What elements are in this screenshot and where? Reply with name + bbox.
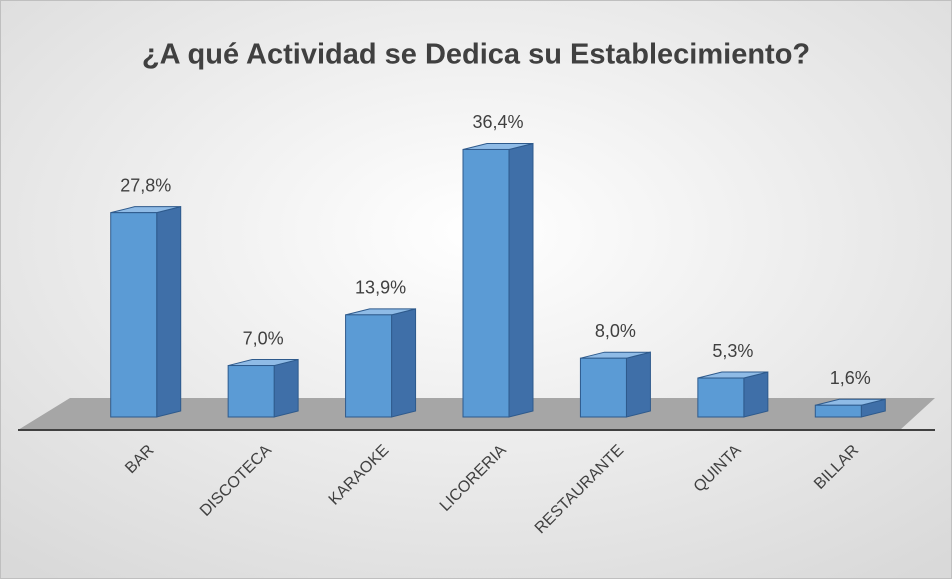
chart-title: ¿A qué Actividad se Dedica su Establecim…: [142, 39, 810, 71]
bar-side: [743, 371, 769, 418]
data-label: 13,9%: [355, 278, 406, 298]
data-label: 27,8%: [120, 175, 171, 195]
bar: [697, 377, 745, 418]
bar-side: [625, 351, 651, 418]
bar: [110, 212, 158, 418]
data-label: 36,4%: [472, 112, 523, 132]
bar-side: [156, 206, 182, 418]
data-label: 1,6%: [830, 368, 871, 388]
bar: [462, 148, 510, 418]
data-label: 8,0%: [595, 321, 636, 341]
bar: [227, 365, 275, 418]
bar: [814, 404, 862, 418]
bar: [345, 314, 393, 418]
bar-side: [273, 358, 299, 418]
bar-side: [508, 142, 534, 418]
data-label: 7,0%: [243, 328, 284, 348]
data-label: 5,3%: [712, 341, 753, 361]
bar-side: [391, 308, 417, 418]
bar: [579, 357, 627, 418]
